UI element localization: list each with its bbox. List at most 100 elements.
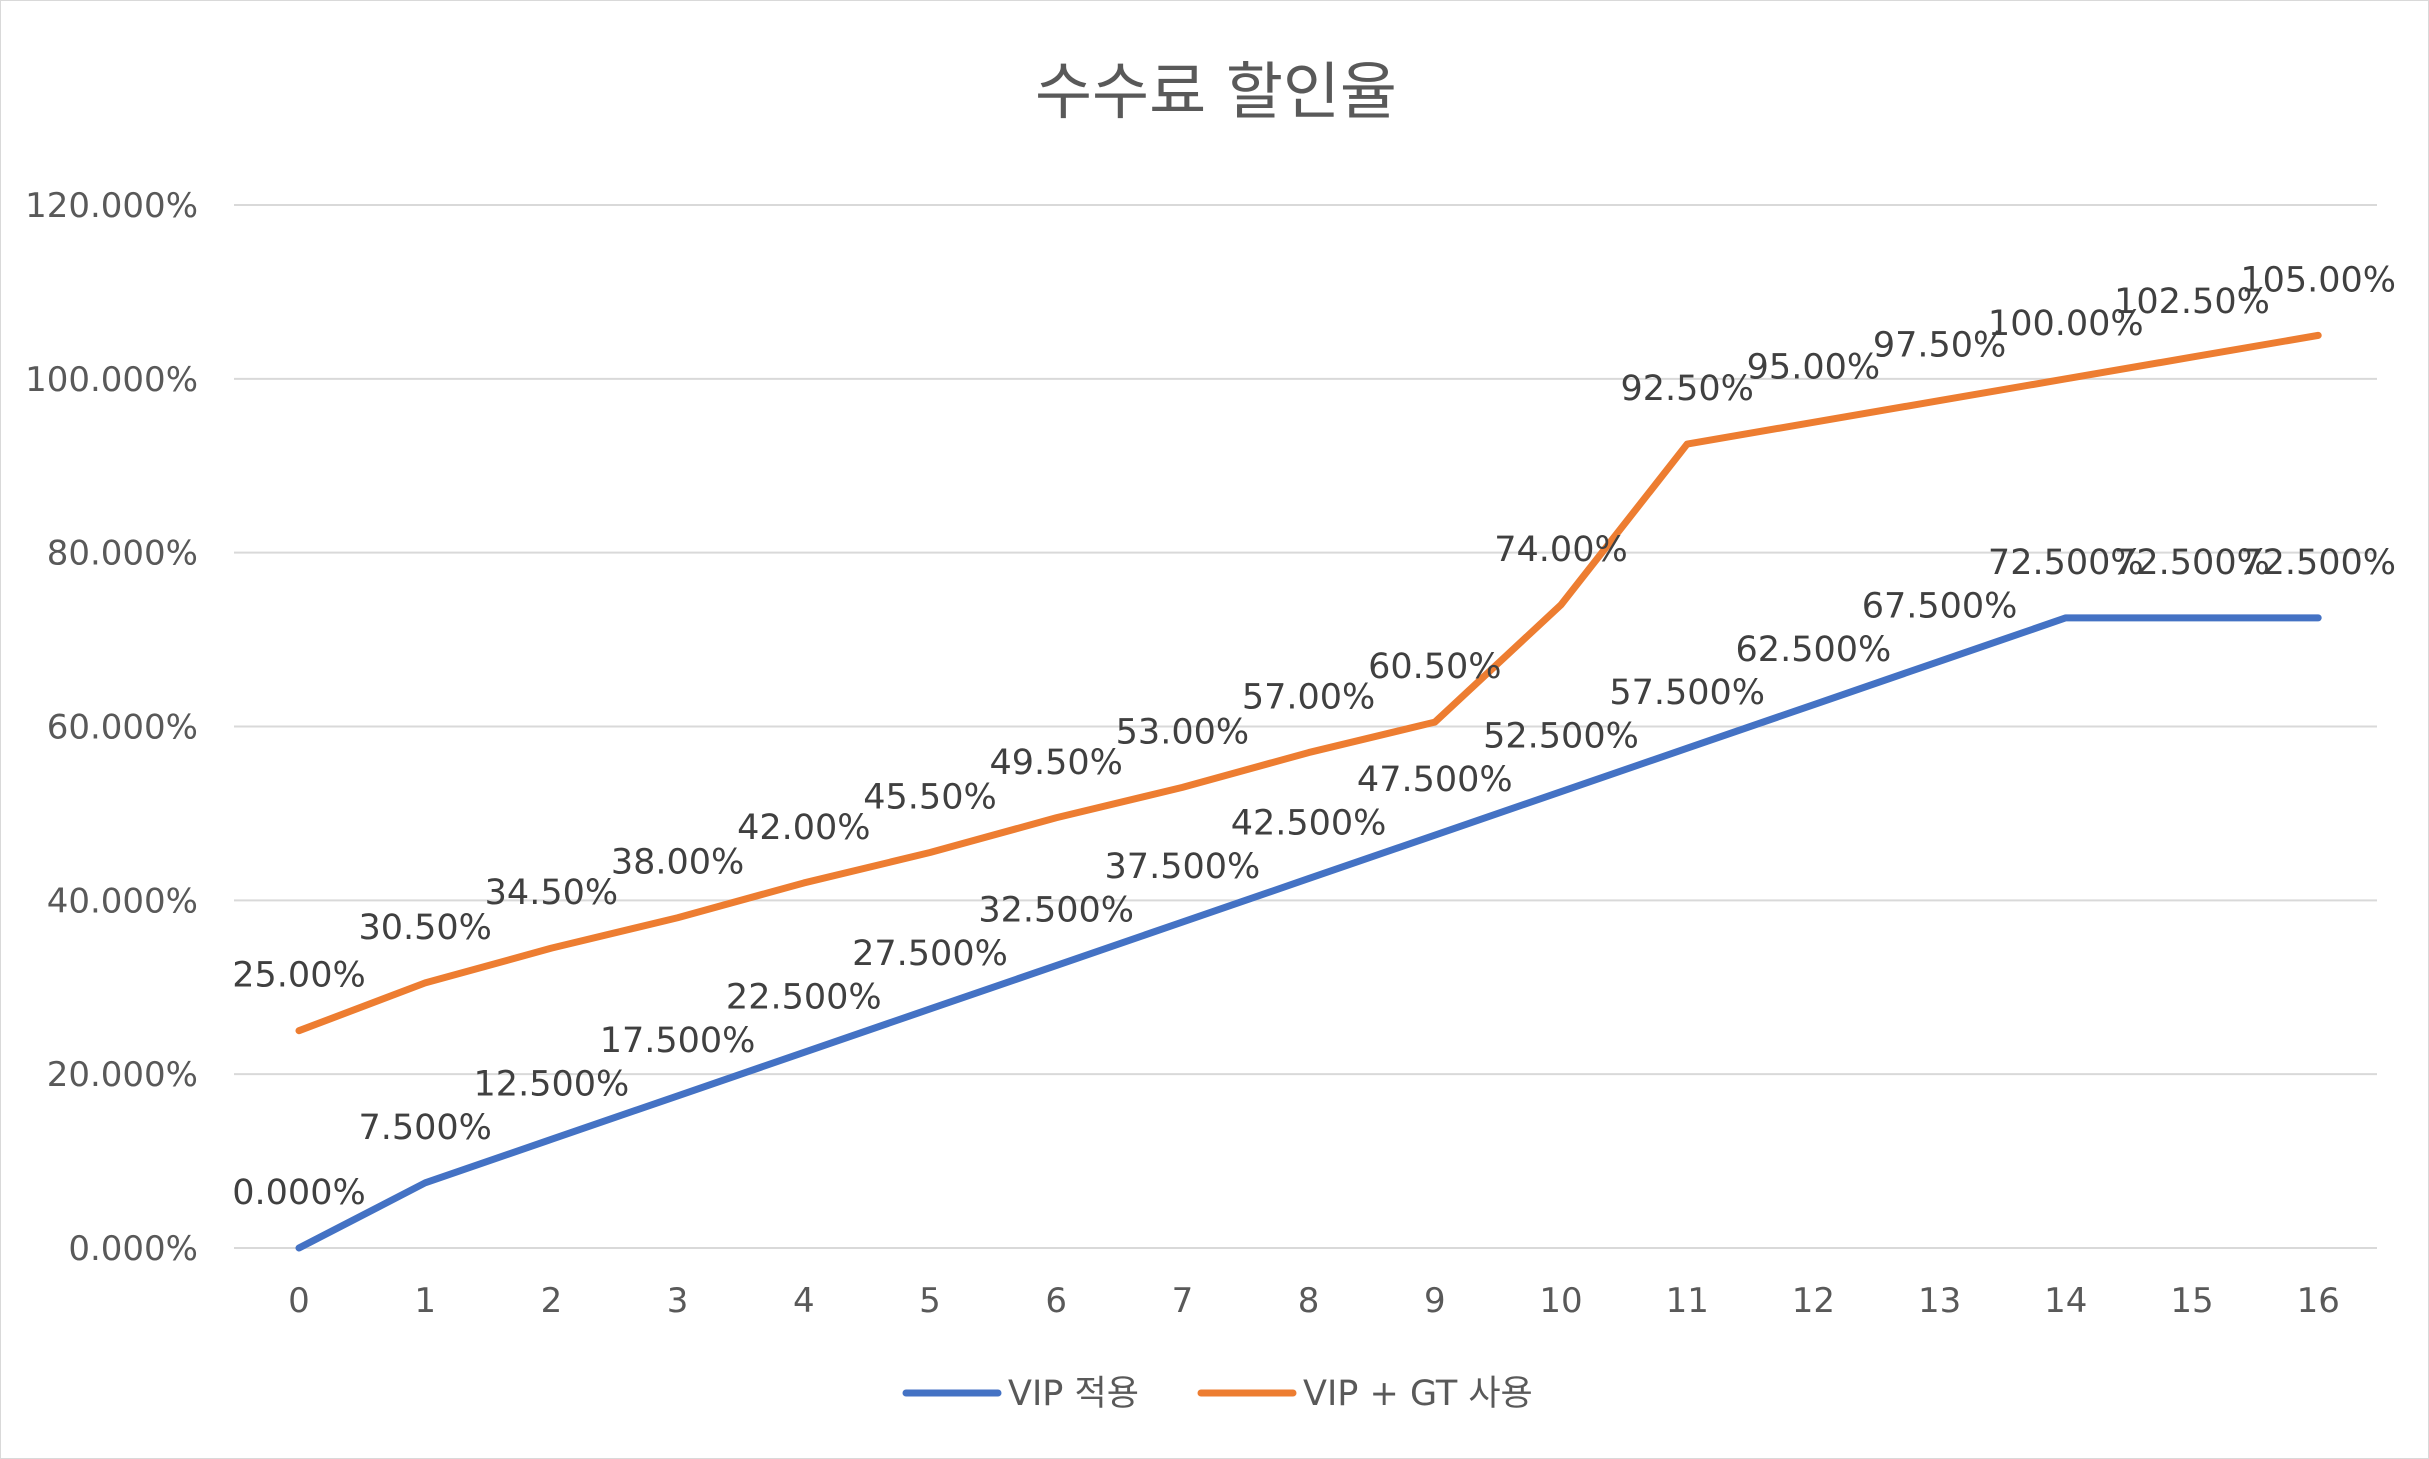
data-label: 74.00%: [1494, 530, 1627, 570]
x-axis-tick-labels: 0 1 2 3 4 5 6 7 8 9 10 11 12 13 14 15 16: [288, 1281, 2340, 1321]
data-point: [2315, 332, 2322, 339]
data-label: 12.500%: [474, 1064, 630, 1104]
x-tick-label: 12: [1792, 1281, 1835, 1321]
y-tick-label: 20.000%: [47, 1055, 198, 1095]
data-label: 47.500%: [1357, 760, 1513, 800]
y-axis-tick-labels: 0.000% 20.000% 40.000% 60.000% 80.000% 100.00…: [25, 186, 198, 1269]
data-point: [1810, 419, 1817, 426]
x-tick-label: 2: [541, 1281, 563, 1321]
data-point: [800, 879, 807, 886]
data-label: 102.50%: [2114, 282, 2270, 322]
data-point: [927, 1005, 933, 1012]
y-tick-label: 40.000%: [47, 881, 198, 921]
data-point: [548, 945, 555, 952]
data-labels: 0.000% 7.500%12.500%17.500%22.500%27.500%…: [232, 260, 2396, 1213]
y-tick-label: 120.000%: [25, 186, 198, 226]
chart-title: 수수료 할인율: [1035, 55, 1397, 128]
data-point: [1305, 875, 1312, 882]
data-point: [1684, 745, 1691, 752]
data-point: [2189, 614, 2195, 621]
data-point: [1179, 784, 1186, 791]
data-point: [800, 1049, 807, 1056]
data-label: 25.00%: [232, 956, 365, 996]
data-label: 100.00%: [1988, 304, 2144, 344]
data-point: [1684, 441, 1691, 448]
data-label: 17.500%: [600, 1021, 756, 1061]
data-label: 32.500%: [978, 891, 1134, 931]
data-point: [1053, 962, 1060, 969]
y-tick-label: 100.000%: [25, 360, 198, 400]
data-label: 52.500%: [1483, 717, 1639, 757]
x-tick-label: 10: [1539, 1281, 1582, 1321]
data-point: [1558, 601, 1564, 608]
x-tick-label: 9: [1424, 1281, 1446, 1321]
data-point: [548, 1136, 555, 1143]
data-label: 97.50%: [1873, 326, 2006, 366]
data-label: 92.50%: [1620, 369, 1753, 409]
data-point: [422, 1179, 429, 1186]
data-point: [674, 1092, 681, 1099]
data-point: [1936, 658, 1943, 665]
data-point: [674, 914, 681, 921]
x-tick-label: 11: [1666, 1281, 1709, 1321]
x-tick-label: 4: [793, 1281, 815, 1321]
x-tick-label: 16: [2297, 1281, 2340, 1321]
data-point: [1431, 832, 1438, 839]
data-label: 37.500%: [1105, 847, 1261, 887]
data-point: [2189, 354, 2195, 361]
x-tick-label: 13: [1918, 1281, 1961, 1321]
data-label: 72.500%: [2114, 543, 2270, 583]
y-tick-label: 60.000%: [47, 708, 198, 748]
data-label: 105.00%: [2240, 260, 2396, 300]
x-tick-label: 7: [1172, 1281, 1194, 1321]
x-tick-label: 3: [667, 1281, 689, 1321]
data-point: [2062, 375, 2069, 382]
data-label: 57.00%: [1242, 678, 1375, 718]
series-lines: [295, 331, 2322, 1252]
data-label: 49.50%: [989, 743, 1122, 783]
legend-label: VIP + GT 사용: [1303, 1374, 1533, 1414]
data-point: [1179, 919, 1186, 926]
data-label: 57.500%: [1609, 673, 1765, 713]
x-tick-label: 15: [2170, 1281, 2213, 1321]
x-tick-label: 0: [288, 1281, 310, 1321]
data-point: [1936, 397, 1943, 404]
x-tick-label: 14: [2044, 1281, 2087, 1321]
data-label: 95.00%: [1747, 347, 1880, 387]
x-tick-label: 5: [919, 1281, 941, 1321]
gridlines: [234, 204, 2377, 1249]
x-tick-label: 1: [414, 1281, 436, 1321]
data-point: [1431, 719, 1438, 726]
data-point: [1810, 701, 1817, 708]
x-tick-label: 6: [1045, 1281, 1067, 1321]
data-label: 38.00%: [611, 843, 744, 883]
data-label: 60.50%: [1368, 647, 1501, 687]
data-label: 7.500%: [358, 1108, 491, 1148]
data-label: 45.50%: [863, 778, 996, 818]
data-label: 42.00%: [737, 808, 870, 848]
data-label: 27.500%: [852, 934, 1008, 974]
data-label: 72.500%: [2240, 543, 2396, 583]
data-point: [2315, 614, 2322, 621]
data-label: 53.00%: [1116, 712, 1249, 752]
data-point: [927, 849, 933, 856]
data-label: 34.50%: [485, 873, 618, 913]
data-point: [422, 979, 429, 986]
legend-label: VIP 적용: [1008, 1374, 1139, 1414]
data-point: [296, 1027, 302, 1034]
data-point: [1558, 788, 1564, 795]
data-point: [1305, 749, 1312, 756]
y-tick-label: 80.000%: [47, 534, 198, 574]
data-point: [1053, 814, 1060, 821]
data-label: 22.500%: [726, 977, 882, 1017]
y-tick-label: 0.000%: [68, 1229, 198, 1269]
data-label: 67.500%: [1862, 586, 2018, 626]
data-point: [2062, 614, 2069, 621]
data-label: 0.000%: [232, 1173, 365, 1213]
data-point: [296, 1245, 302, 1251]
x-tick-label: 8: [1298, 1281, 1320, 1321]
data-label: 62.500%: [1736, 630, 1892, 670]
data-label: 42.500%: [1231, 804, 1387, 844]
